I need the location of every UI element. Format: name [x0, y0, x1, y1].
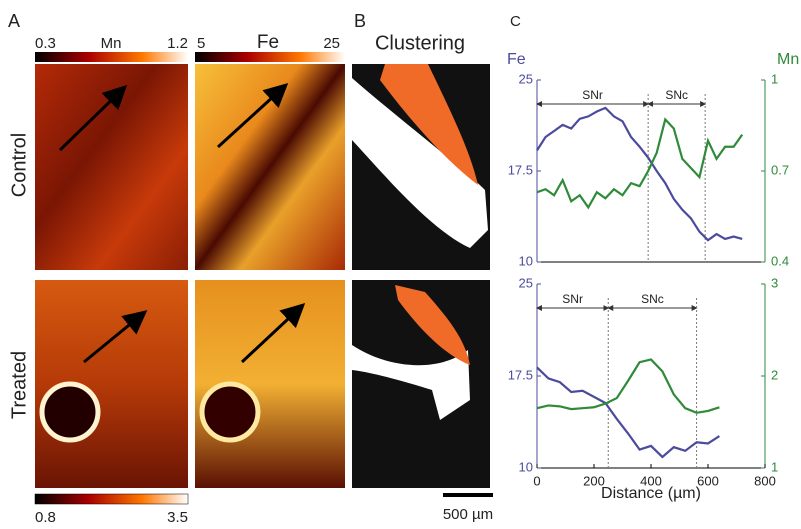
maps [35, 64, 345, 488]
mn-map [35, 64, 188, 270]
fe-map [195, 280, 345, 488]
y2-tick-label: 2 [771, 367, 778, 382]
clustering: Clustering 500 µm [352, 32, 493, 523]
colorbars: 0.3 Mn 1.2 5 Fe 25 0.8 3.5 [34, 32, 345, 526]
x-tick-label: 400 [640, 473, 662, 488]
y2-tick-label: 3 [771, 275, 778, 290]
x-tick-label: 0 [533, 473, 540, 488]
colorbar-min: 5 [197, 35, 205, 52]
colorbar-min: 0.8 [35, 509, 56, 526]
colorbar-max: 3.5 [167, 509, 188, 526]
x-tick-label: 200 [583, 473, 605, 488]
data-line [536, 358, 720, 414]
y-tick-label: 25 [519, 275, 533, 290]
colorbar [34, 493, 189, 505]
colorbar-max: 1.2 [167, 35, 188, 52]
colorbar-max: 25 [323, 35, 340, 52]
y2-tick-label: 1 [771, 71, 778, 86]
region-label: SNr [582, 88, 603, 102]
y-tick-label: 10 [519, 253, 533, 268]
panel-label: C [510, 13, 521, 30]
x-tick-label: 600 [697, 473, 719, 488]
x-axis-label: Distance (µm) [601, 485, 701, 502]
colorbar-min: 0.3 [35, 35, 56, 52]
colorbar-label: Mn [101, 35, 122, 52]
region-label: SNc [641, 292, 664, 306]
data-line [536, 366, 720, 459]
scale-bar-label: 500 µm [443, 506, 493, 523]
region-label: SNr [562, 292, 583, 306]
colorbar-label: Fe [257, 32, 279, 53]
y-tick-label: 17.5 [508, 162, 533, 177]
arrows [58, 82, 306, 364]
lesion [199, 381, 261, 443]
row-label: Control [8, 133, 30, 197]
y2-axis-label: Mn [777, 51, 799, 68]
y2-tick-label: 1 [771, 459, 778, 474]
y2-tick-label: 0.7 [771, 162, 789, 177]
data-line [536, 106, 743, 242]
region-label: SNc [665, 88, 688, 102]
row-label: Treated [8, 351, 30, 419]
y2-tick-label: 0.4 [771, 253, 789, 268]
lesion [39, 381, 101, 443]
panel-label: A [8, 11, 20, 31]
y-tick-label: 25 [519, 71, 533, 86]
y-tick-label: 10 [519, 459, 533, 474]
x-tick-label: 800 [754, 473, 776, 488]
colorbar [35, 52, 188, 62]
colorbar [195, 52, 345, 62]
panel-label: B [354, 11, 366, 31]
panel-labels: A B C [8, 11, 521, 31]
data-line [536, 117, 744, 210]
row-labels: Control Treated [8, 133, 30, 419]
clustering-title: Clustering [375, 32, 465, 54]
y-axis-label: Fe [507, 51, 526, 68]
fe-map [195, 64, 345, 270]
y-tick-label: 17.5 [508, 367, 533, 382]
